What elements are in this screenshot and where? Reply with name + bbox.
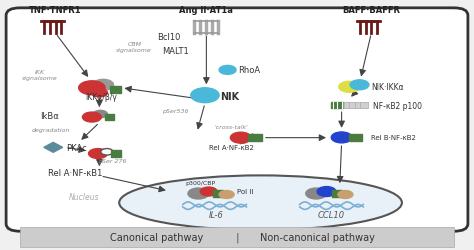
- Text: 'cross-talk': 'cross-talk': [214, 124, 248, 130]
- Bar: [331, 103, 343, 109]
- Text: Bcl10: Bcl10: [157, 33, 181, 42]
- Text: degradation: degradation: [32, 128, 70, 132]
- FancyBboxPatch shape: [6, 9, 468, 231]
- Circle shape: [191, 88, 219, 103]
- Text: Rel A·NF-κB2: Rel A·NF-κB2: [209, 144, 254, 150]
- Circle shape: [93, 80, 114, 91]
- Circle shape: [230, 133, 251, 143]
- Text: IkBα: IkBα: [40, 112, 59, 121]
- Text: Rel B·NF-κB2: Rel B·NF-κB2: [371, 135, 416, 141]
- Circle shape: [219, 191, 234, 199]
- Text: Nucleus: Nucleus: [69, 192, 99, 201]
- Circle shape: [200, 187, 217, 196]
- Circle shape: [339, 82, 359, 93]
- Circle shape: [331, 132, 352, 143]
- Circle shape: [350, 80, 369, 90]
- Bar: [248, 134, 262, 142]
- Circle shape: [101, 149, 113, 156]
- Circle shape: [79, 82, 105, 95]
- Text: |: |: [235, 232, 239, 242]
- Bar: [349, 134, 362, 141]
- Bar: [105, 114, 115, 121]
- Circle shape: [89, 149, 108, 159]
- Bar: [20, 227, 454, 248]
- Bar: [111, 151, 120, 157]
- Circle shape: [82, 113, 101, 122]
- Text: Rel A·NF-κB1: Rel A·NF-κB1: [47, 168, 102, 177]
- Text: NIK: NIK: [220, 92, 240, 102]
- Circle shape: [188, 188, 209, 199]
- Text: IKKα/β/γ: IKKα/β/γ: [85, 93, 117, 102]
- Text: PKAc: PKAc: [66, 143, 87, 152]
- Text: NF-κB2 p100: NF-κB2 p100: [373, 101, 422, 110]
- Bar: [332, 191, 342, 197]
- Text: CBM
signalsome: CBM signalsome: [117, 42, 152, 52]
- Text: pSer 276: pSer 276: [98, 158, 127, 163]
- Ellipse shape: [119, 176, 402, 230]
- Circle shape: [338, 191, 353, 199]
- Bar: [110, 86, 120, 94]
- Text: TNF·TNFR1: TNF·TNFR1: [29, 6, 82, 15]
- Bar: [341, 103, 368, 109]
- Text: pSer536: pSer536: [163, 108, 189, 113]
- Text: RhoA: RhoA: [238, 66, 260, 75]
- Circle shape: [219, 66, 236, 75]
- Polygon shape: [44, 143, 63, 153]
- Text: MALT1: MALT1: [163, 46, 189, 55]
- Circle shape: [317, 187, 336, 197]
- Bar: [213, 191, 223, 197]
- Text: CCL10: CCL10: [318, 210, 345, 219]
- Text: p300/CBP: p300/CBP: [185, 180, 215, 185]
- Text: NIK·IKKα: NIK·IKKα: [371, 82, 404, 92]
- Text: Ang II·AT1a: Ang II·AT1a: [180, 6, 233, 15]
- Circle shape: [93, 111, 108, 118]
- Text: BAFF·BAFFR: BAFF·BAFFR: [342, 6, 401, 15]
- Text: Non-canonical pathway: Non-canonical pathway: [260, 232, 374, 242]
- Circle shape: [306, 188, 327, 199]
- Circle shape: [91, 89, 108, 98]
- Text: IL-6: IL-6: [209, 210, 223, 219]
- Text: Canonical pathway: Canonical pathway: [110, 232, 203, 242]
- Text: Pol II: Pol II: [237, 188, 254, 194]
- Text: IKK
signalsome: IKK signalsome: [22, 70, 58, 81]
